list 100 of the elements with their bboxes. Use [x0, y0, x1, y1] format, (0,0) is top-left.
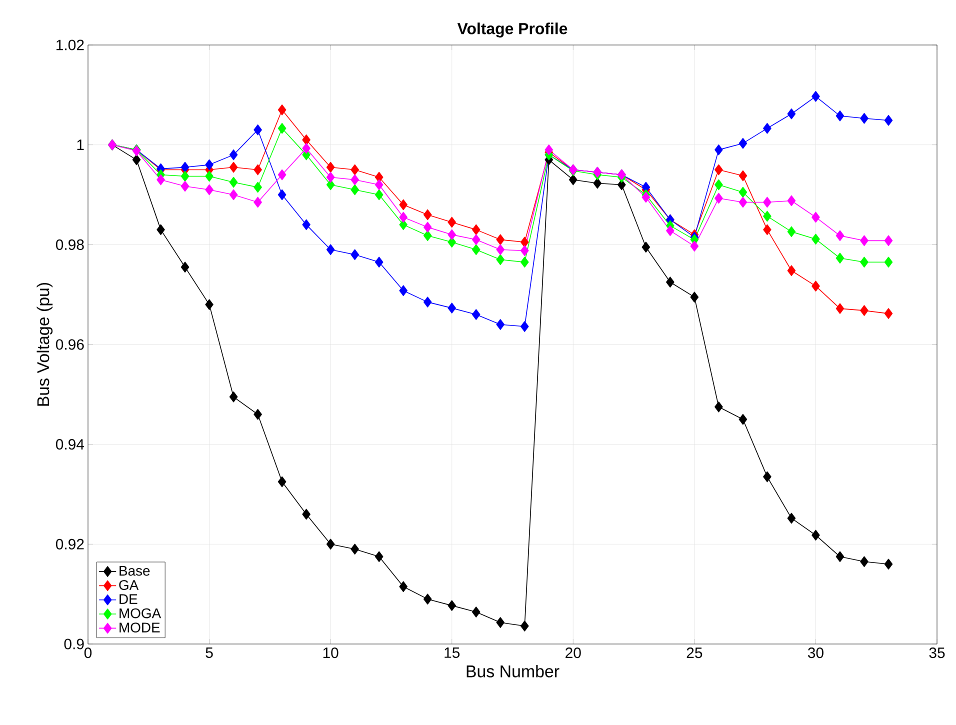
point [326, 172, 335, 183]
point [180, 170, 190, 182]
point [787, 108, 796, 120]
point [374, 189, 384, 200]
point [448, 600, 456, 611]
point [229, 149, 238, 160]
point [763, 471, 772, 482]
point [254, 196, 262, 208]
point [229, 162, 238, 173]
point [423, 209, 432, 220]
point [714, 192, 723, 204]
point [860, 112, 868, 124]
x-tick-label: 35 [929, 648, 945, 658]
point [472, 224, 480, 236]
legend-label: GA [119, 580, 139, 590]
point [326, 538, 335, 550]
y-tick-label: 0.98 [56, 239, 84, 250]
point [763, 122, 772, 134]
point [714, 144, 723, 156]
point [302, 142, 310, 154]
point [278, 122, 286, 134]
point [714, 401, 723, 412]
point [132, 154, 141, 166]
legend-label: DE [120, 594, 138, 604]
point [472, 244, 480, 256]
x-tick-label: 25 [686, 648, 702, 658]
point [326, 162, 335, 173]
point [423, 296, 432, 308]
point [205, 170, 214, 182]
point [738, 196, 748, 208]
point [399, 581, 408, 592]
point [254, 164, 262, 176]
point [593, 178, 602, 189]
point [350, 164, 359, 176]
point [884, 558, 893, 570]
point [156, 224, 165, 236]
point [496, 617, 505, 628]
x-tick-label: 5 [206, 648, 213, 658]
point [738, 170, 748, 182]
x-tick-label: 20 [566, 648, 581, 658]
point [205, 159, 214, 170]
point [520, 321, 529, 332]
point [642, 192, 650, 203]
point [812, 212, 820, 223]
point [302, 219, 310, 230]
x-axis-title: Bus Number [466, 664, 560, 678]
point [860, 556, 868, 568]
point [812, 280, 820, 292]
point [180, 262, 190, 273]
point [738, 186, 748, 198]
point [350, 174, 359, 186]
point [229, 392, 238, 402]
point [399, 199, 408, 210]
point [763, 224, 772, 236]
point [812, 234, 820, 245]
y-tick-label: 0.96 [56, 339, 84, 350]
point [738, 138, 748, 149]
point [229, 189, 238, 200]
point [278, 104, 286, 116]
point [763, 196, 772, 208]
x-tick-label: 30 [808, 648, 824, 658]
point [884, 256, 893, 268]
y-axis-title: Bus Voltage (pu) [36, 282, 53, 406]
point [787, 512, 796, 524]
point [787, 226, 796, 238]
point [423, 230, 432, 242]
point [448, 302, 456, 314]
point [302, 134, 310, 146]
point [666, 276, 674, 288]
point [569, 174, 578, 186]
point [836, 303, 844, 314]
point [399, 285, 408, 296]
y-tick-label: 1 [77, 140, 84, 150]
point [472, 606, 480, 618]
point [836, 230, 844, 242]
point [205, 184, 214, 196]
point [787, 195, 796, 206]
point [884, 235, 893, 246]
point [860, 305, 868, 316]
x-tick-label: 15 [444, 648, 460, 658]
point [180, 162, 190, 173]
point [302, 508, 310, 520]
point [787, 265, 796, 276]
point [520, 620, 529, 632]
point [472, 309, 480, 320]
point [254, 408, 262, 420]
point [836, 110, 844, 122]
point [374, 179, 384, 190]
point [374, 256, 384, 268]
point [520, 256, 529, 268]
point [520, 236, 529, 248]
point [884, 308, 893, 319]
point [690, 292, 699, 302]
point [884, 114, 893, 126]
point [520, 245, 529, 256]
point [350, 249, 359, 260]
point [690, 240, 699, 252]
point [496, 244, 505, 256]
point [544, 144, 554, 156]
point [666, 225, 674, 236]
